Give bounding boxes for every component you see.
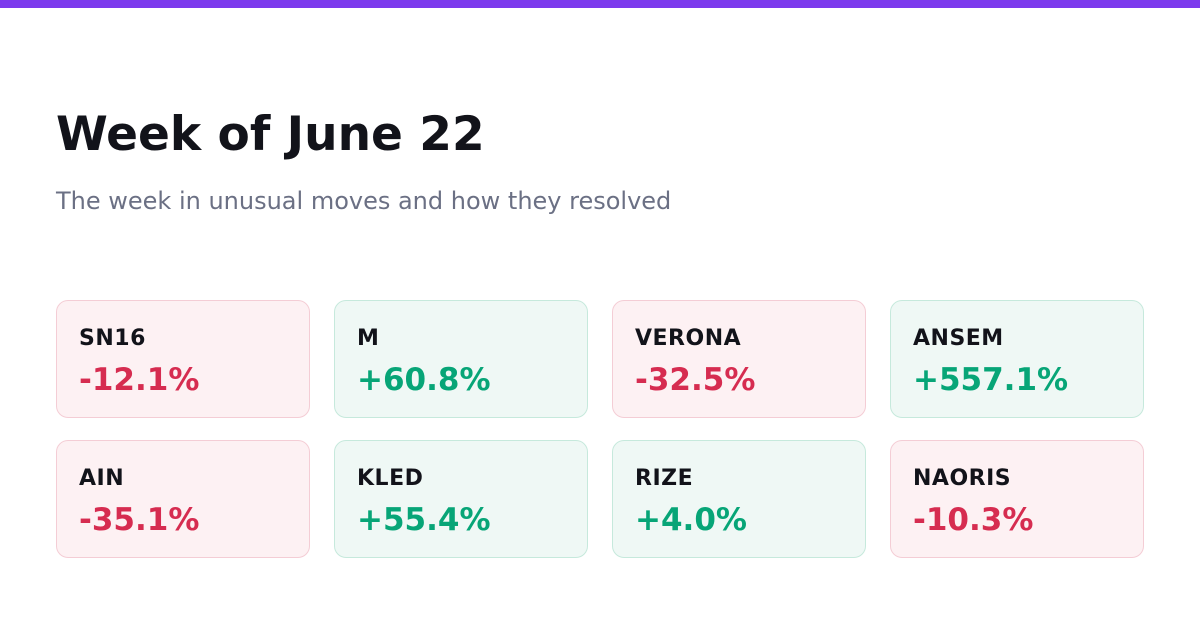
page-title: Week of June 22 xyxy=(56,107,485,162)
mover-change: -32.5% xyxy=(635,362,756,398)
mover-card: ANSEM +557.1% xyxy=(890,300,1144,418)
mover-change: +557.1% xyxy=(913,362,1069,398)
mover-change: -12.1% xyxy=(79,362,200,398)
mover-card: NAORIS -10.3% xyxy=(890,440,1144,558)
mover-change: +60.8% xyxy=(357,362,491,398)
movers-grid: SN16 -12.1% M +60.8% VERONA -32.5% ANSEM… xyxy=(56,300,1144,558)
mover-ticker: VERONA xyxy=(635,326,742,351)
mover-change: -10.3% xyxy=(913,502,1034,538)
mover-card: SN16 -12.1% xyxy=(56,300,310,418)
mover-card: KLED +55.4% xyxy=(334,440,588,558)
mover-card: AIN -35.1% xyxy=(56,440,310,558)
page-subtitle: The week in unusual moves and how they r… xyxy=(56,187,672,215)
mover-change: -35.1% xyxy=(79,502,200,538)
mover-card: M +60.8% xyxy=(334,300,588,418)
mover-change: +55.4% xyxy=(357,502,491,538)
accent-top-bar xyxy=(0,0,1200,8)
mover-ticker: M xyxy=(357,326,380,351)
mover-ticker: SN16 xyxy=(79,326,146,351)
mover-ticker: KLED xyxy=(357,466,424,491)
mover-card: VERONA -32.5% xyxy=(612,300,866,418)
mover-change: +4.0% xyxy=(635,502,747,538)
mover-ticker: AIN xyxy=(79,466,125,491)
mover-card: RIZE +4.0% xyxy=(612,440,866,558)
mover-ticker: RIZE xyxy=(635,466,694,491)
mover-ticker: ANSEM xyxy=(913,326,1004,351)
mover-ticker: NAORIS xyxy=(913,466,1012,491)
